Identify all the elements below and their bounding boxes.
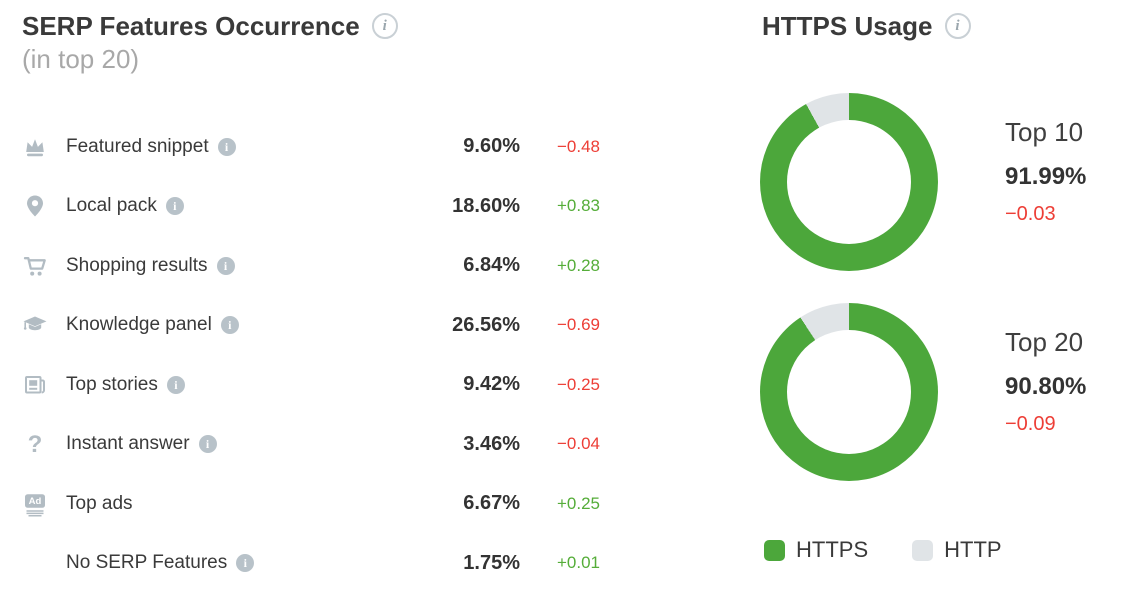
feature-value: 26.56% — [452, 313, 520, 336]
info-icon[interactable] — [166, 375, 185, 394]
serp-feature-row: ? Instant answer 3.46% −0.04 — [22, 415, 600, 475]
feature-label: Instant answer — [66, 433, 190, 455]
donut-label: Top 20 — [1005, 327, 1084, 357]
https-legend: HTTPS HTTP — [764, 537, 1002, 563]
donut-value: 90.80% — [1005, 373, 1087, 400]
info-icon[interactable] — [216, 256, 235, 275]
feature-delta: +0.01 — [556, 553, 600, 573]
donut-label: Top 10 — [1005, 117, 1084, 147]
graduation-cap-icon — [22, 312, 66, 338]
serp-feature-row: No SERP Features 1.75% +0.01 — [22, 534, 600, 592]
serp-features-list: Featured snippet 9.60% −0.48 Local pack — [22, 117, 600, 592]
serp-feature-row: Top stories 9.42% −0.25 — [22, 355, 600, 415]
feature-value: 18.60% — [452, 194, 520, 217]
serp-feature-row: Featured snippet 9.60% −0.48 — [22, 117, 600, 177]
info-icon[interactable] — [220, 316, 239, 335]
serp-features-widget: SERP Features Occurrence (in top 20) Fea… — [22, 10, 600, 574]
info-icon[interactable] — [217, 137, 236, 156]
feature-value: 6.67% — [463, 492, 520, 515]
https-swatch — [764, 539, 785, 561]
feature-delta: +0.25 — [556, 493, 600, 513]
svg-text:?: ? — [28, 431, 43, 457]
serp-features-subtitle: (in top 20) — [22, 43, 140, 74]
feature-delta: −0.48 — [556, 136, 600, 156]
https-top20-info: Top 20 90.80% −0.09 — [1005, 326, 1086, 436]
question-mark-icon: ? — [22, 431, 66, 457]
https-donut-top10[interactable] — [760, 93, 938, 271]
shopping-cart-icon — [22, 253, 66, 279]
feature-value: 3.46% — [463, 432, 520, 455]
info-icon[interactable] — [236, 554, 255, 573]
feature-delta: +0.83 — [556, 196, 600, 216]
info-icon[interactable] — [198, 435, 217, 454]
feature-delta: −0.69 — [556, 315, 600, 335]
https-top10-info: Top 10 91.99% −0.03 — [1005, 116, 1086, 226]
legend-item-http[interactable]: HTTP — [912, 537, 1002, 563]
feature-value: 1.75% — [463, 551, 520, 574]
ad-badge-icon: Ad — [22, 491, 66, 517]
feature-label: Featured snippet — [66, 135, 209, 157]
feature-label: Top ads — [66, 492, 133, 514]
info-icon[interactable] — [165, 197, 184, 216]
location-pin-icon — [22, 193, 66, 219]
serp-features-title: SERP Features Occurrence — [22, 11, 360, 41]
https-usage-title: HTTPS Usage — [762, 11, 933, 41]
donut-delta: −0.09 — [1005, 413, 1056, 435]
serp-feature-row: Local pack 18.60% +0.83 — [22, 177, 600, 237]
feature-value: 6.84% — [463, 254, 520, 277]
feature-value: 9.42% — [463, 373, 520, 396]
feature-delta: −0.04 — [556, 434, 600, 454]
feature-delta: −0.25 — [556, 374, 600, 394]
feature-delta: +0.28 — [556, 255, 600, 275]
https-usage-widget: HTTPS Usage Top 10 91.99% −0.03 Top 20 9… — [760, 0, 1133, 592]
serp-feature-row: Knowledge panel 26.56% −0.69 — [22, 296, 600, 356]
crown-icon — [22, 134, 66, 160]
feature-label: Top stories — [66, 373, 158, 395]
legend-label: HTTPS — [796, 537, 869, 562]
feature-label: Local pack — [66, 195, 157, 217]
feature-label: No SERP Features — [66, 552, 228, 574]
http-swatch — [912, 539, 934, 561]
svg-text:Ad: Ad — [29, 496, 42, 507]
https-donut-top20[interactable] — [760, 303, 938, 481]
feature-value: 9.60% — [463, 135, 520, 158]
serp-feature-row: Ad Top ads 6.67% +0.25 — [22, 474, 600, 534]
legend-label: HTTP — [944, 537, 1002, 562]
newspaper-icon — [22, 372, 66, 398]
serp-feature-row: Shopping results 6.84% +0.28 — [22, 236, 600, 296]
donut-delta: −0.03 — [1005, 203, 1056, 225]
feature-label: Knowledge panel — [66, 314, 212, 336]
info-icon[interactable] — [371, 13, 398, 40]
donut-value: 91.99% — [1005, 163, 1087, 190]
info-icon[interactable] — [944, 13, 971, 40]
feature-label: Shopping results — [66, 254, 208, 276]
legend-item-https[interactable]: HTTPS — [764, 537, 868, 563]
